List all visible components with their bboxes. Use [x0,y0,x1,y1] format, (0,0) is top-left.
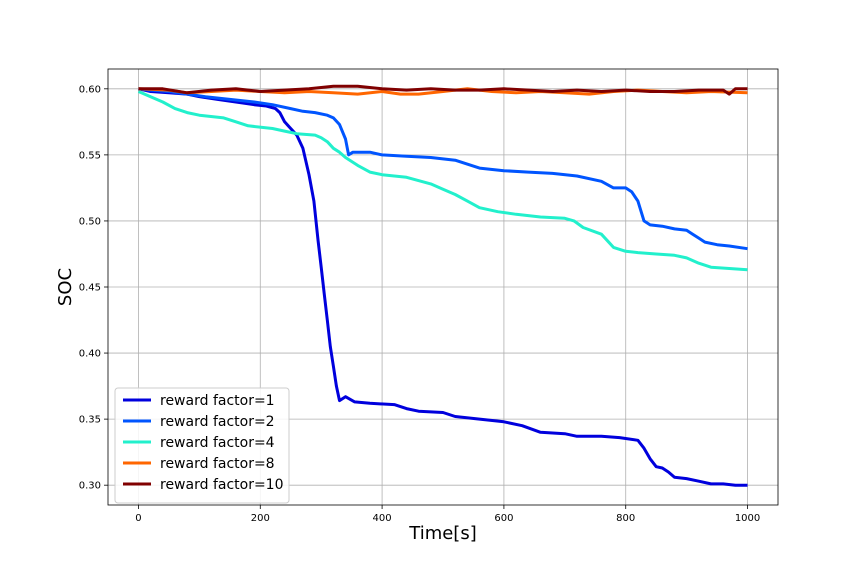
y-tick-label: 0.35 [79,415,101,426]
legend-box [114,387,290,504]
series-line-5 [138,84,748,96]
series-line-3 [137,90,748,272]
x-tick-label: 600 [494,513,513,524]
legend-label: reward factor=2 [160,414,275,430]
legend-label: reward factor=8 [160,456,275,472]
y-tick-label: 0.45 [79,283,101,294]
axis-ticks: 0 200 400 600 800 1000 0.30 0.35 0.40 0.45 0.50 0.5… [79,84,761,524]
x-tick-label: 200 [251,513,270,524]
y-tick-label: 0.30 [79,481,101,492]
legend: reward factor=1 reward factor=2 reward fac… [114,387,290,504]
legend-label: reward factor=10 [160,477,284,493]
x-tick-label: 0 [135,513,141,524]
legend-label: reward factor=4 [160,435,275,451]
y-tick-label: 0.60 [79,84,101,95]
series-line-2 [138,87,748,251]
x-tick-label: 800 [616,513,635,524]
series-line-1 [138,87,748,487]
y-tick-label: 0.40 [79,349,101,360]
y-axis-title: SOC [55,268,76,306]
legend-label: reward factor=1 [160,393,275,409]
series-lines [137,84,748,487]
x-tick-label: 400 [373,513,392,524]
x-axis-title: Time[s] [408,523,476,544]
y-tick-label: 0.55 [79,150,101,161]
y-tick-label: 0.50 [79,216,101,227]
x-tick-label: 1000 [735,513,760,524]
